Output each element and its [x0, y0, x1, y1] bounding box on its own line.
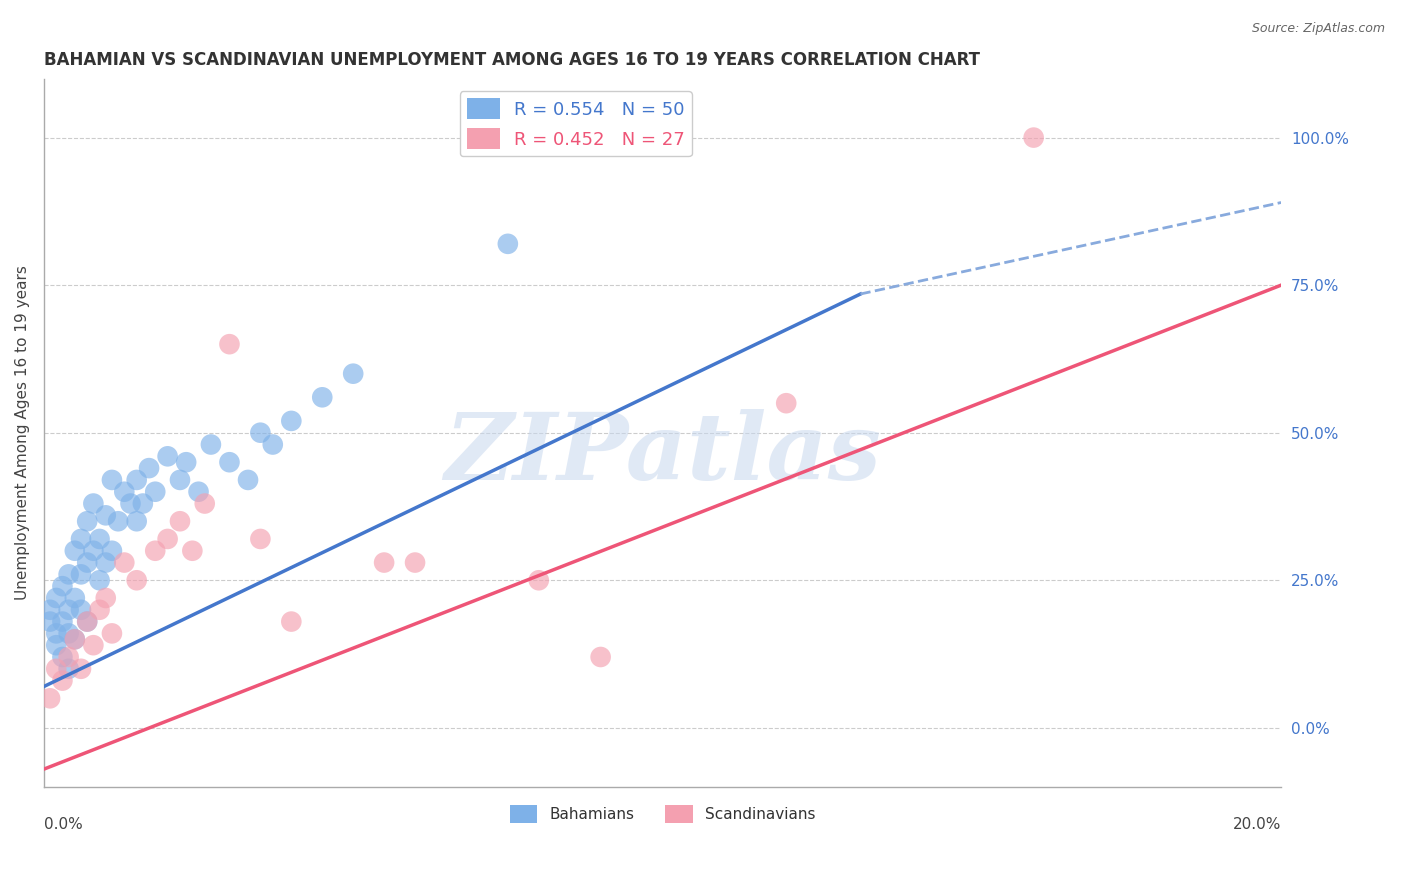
Point: [181, 543, 204, 558]
Point: [94, 508, 117, 523]
Point: [39, 691, 62, 706]
Point: [58, 567, 80, 582]
Point: [280, 615, 302, 629]
Point: [39, 603, 62, 617]
Point: [82, 543, 104, 558]
Text: BAHAMIAN VS SCANDINAVIAN UNEMPLOYMENT AMONG AGES 16 TO 19 YEARS CORRELATION CHAR: BAHAMIAN VS SCANDINAVIAN UNEMPLOYMENT AM…: [44, 51, 980, 69]
Point: [589, 650, 612, 665]
Point: [63, 591, 86, 605]
Point: [373, 556, 395, 570]
Text: 0.0%: 0.0%: [44, 817, 83, 832]
Point: [187, 484, 209, 499]
Point: [143, 543, 166, 558]
Point: [262, 437, 284, 451]
Point: [496, 236, 519, 251]
Legend: Bahamians, Scandinavians: Bahamians, Scandinavians: [503, 799, 821, 829]
Point: [125, 574, 148, 588]
Point: [89, 603, 111, 617]
Point: [101, 473, 124, 487]
Point: [76, 514, 98, 528]
Point: [58, 626, 80, 640]
Text: ZIPatlas: ZIPatlas: [444, 409, 882, 499]
Point: [156, 532, 179, 546]
Point: [70, 603, 93, 617]
Point: [169, 473, 191, 487]
Point: [527, 574, 550, 588]
Point: [112, 556, 135, 570]
Point: [82, 497, 104, 511]
Point: [143, 484, 166, 499]
Point: [94, 591, 117, 605]
Point: [76, 615, 98, 629]
Point: [51, 615, 73, 629]
Point: [101, 543, 124, 558]
Point: [120, 497, 142, 511]
Point: [1022, 130, 1045, 145]
Point: [218, 455, 240, 469]
Point: [404, 556, 426, 570]
Y-axis label: Unemployment Among Ages 16 to 19 years: Unemployment Among Ages 16 to 19 years: [15, 265, 30, 600]
Point: [174, 455, 197, 469]
Point: [45, 662, 67, 676]
Point: [45, 626, 67, 640]
Point: [70, 567, 93, 582]
Point: [45, 638, 67, 652]
Point: [200, 437, 222, 451]
Point: [342, 367, 364, 381]
Point: [94, 556, 117, 570]
Point: [194, 497, 217, 511]
Point: [45, 591, 67, 605]
Point: [156, 450, 179, 464]
Point: [58, 650, 80, 665]
Point: [218, 337, 240, 351]
Point: [82, 638, 104, 652]
Point: [76, 556, 98, 570]
Point: [63, 632, 86, 647]
Point: [112, 484, 135, 499]
Point: [249, 532, 271, 546]
Text: Source: ZipAtlas.com: Source: ZipAtlas.com: [1251, 22, 1385, 36]
Point: [107, 514, 129, 528]
Point: [249, 425, 271, 440]
Point: [125, 514, 148, 528]
Point: [138, 461, 160, 475]
Point: [125, 473, 148, 487]
Point: [89, 574, 111, 588]
Point: [89, 532, 111, 546]
Point: [311, 390, 333, 404]
Point: [236, 473, 259, 487]
Point: [58, 662, 80, 676]
Point: [280, 414, 302, 428]
Point: [58, 603, 80, 617]
Point: [51, 673, 73, 688]
Point: [63, 543, 86, 558]
Point: [169, 514, 191, 528]
Point: [51, 650, 73, 665]
Point: [775, 396, 797, 410]
Point: [70, 662, 93, 676]
Point: [51, 579, 73, 593]
Point: [101, 626, 124, 640]
Point: [39, 615, 62, 629]
Point: [132, 497, 155, 511]
Text: 20.0%: 20.0%: [1233, 817, 1281, 832]
Point: [63, 632, 86, 647]
Point: [76, 615, 98, 629]
Point: [70, 532, 93, 546]
